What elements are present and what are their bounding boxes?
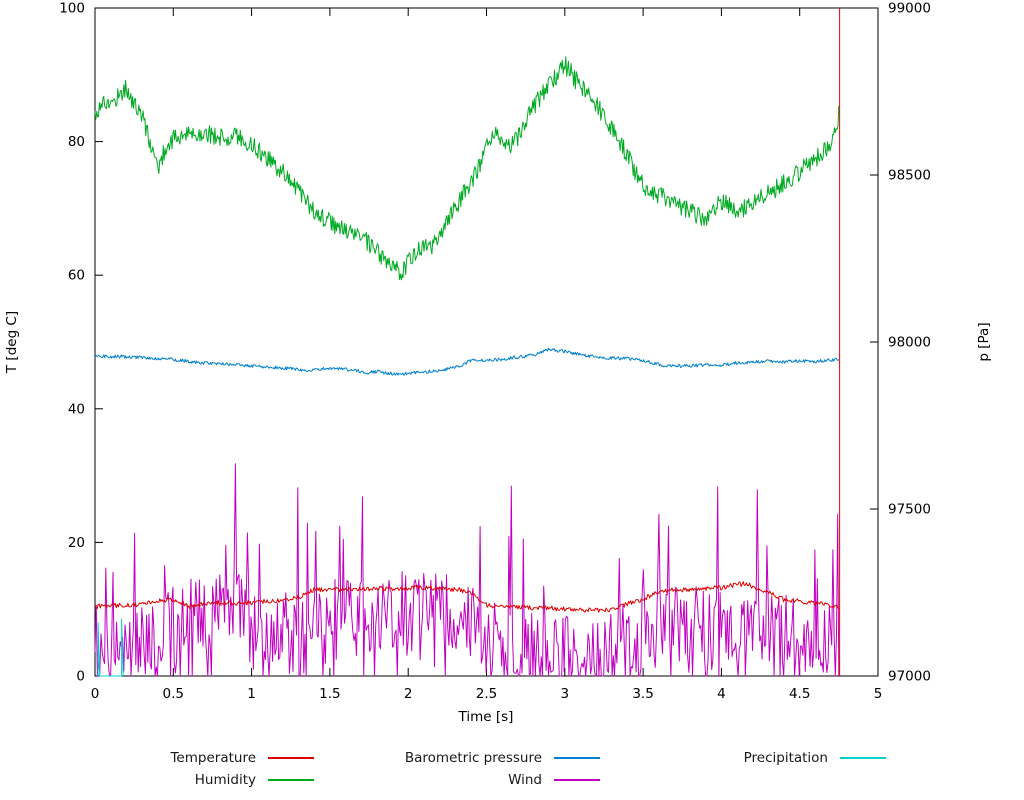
chart-svg: T [deg C] p [Pa] Time [s] 0 0.5 1 1.5 2 2.5 3 3…: [4, 1, 992, 726]
legend-item-temperature: Temperature: [28, 748, 314, 768]
x-tick-label: 3.5: [632, 686, 653, 702]
y2-tick-label: 97000: [888, 669, 931, 685]
y-tick-label: 40: [68, 401, 85, 417]
legend-label: Humidity: [194, 772, 256, 788]
x-axis-title: Time [s]: [458, 709, 514, 725]
y-tick-label: 20: [68, 535, 85, 551]
y2-tick-label: 98500: [888, 168, 931, 184]
legend-line-sample: [554, 779, 600, 781]
series-precipitation: [97, 618, 124, 677]
legend-line-sample: [268, 757, 314, 759]
y2-tick-label: 99000: [888, 1, 931, 17]
y2-tick-label: 98000: [888, 335, 931, 351]
x-tick-label: 1: [247, 686, 256, 702]
legend-label: Temperature: [170, 750, 256, 766]
x-tick-label: 0.5: [163, 686, 184, 702]
series-wind: [94, 463, 840, 677]
x-tick-label: 2.5: [476, 686, 497, 702]
x-tick-label: 2: [404, 686, 413, 702]
x-tick-label: 5: [874, 686, 883, 702]
y2-tick-label: 97500: [888, 502, 931, 518]
y-tick-label: 60: [68, 268, 85, 284]
legend-line-sample: [840, 757, 886, 759]
legend-item-wind: Wind: [314, 770, 600, 790]
legend-line-sample: [268, 779, 314, 781]
x-tick-label: 1.5: [319, 686, 340, 702]
y-tick-label: 100: [59, 1, 85, 17]
plot-border: [94, 7, 879, 677]
series-humidity: [94, 56, 840, 281]
series-temperature: [94, 581, 840, 613]
y2-axis-title: p [Pa]: [976, 322, 992, 361]
legend-item-precipitation: Precipitation: [600, 748, 886, 768]
x-tick-label: 4.5: [789, 686, 810, 702]
x-tick-label: 4: [717, 686, 726, 702]
series-barometric-pressure: [94, 347, 840, 376]
legend-label: Precipitation: [743, 750, 828, 766]
x-tick-label: 0: [91, 686, 100, 702]
x-tick-label: 3: [561, 686, 570, 702]
legend-item-humidity: Humidity: [28, 770, 314, 790]
legend-label: Wind: [508, 772, 542, 788]
y-axis-title: T [deg C]: [4, 311, 20, 374]
y-tick-label: 80: [68, 134, 85, 150]
chart-legend: Temperature Barometric pressure Precipitat…: [28, 748, 898, 790]
legend-label: Barometric pressure: [404, 750, 542, 766]
y-tick-label: 0: [76, 669, 85, 685]
legend-item-barometric-pressure: Barometric pressure: [314, 748, 600, 768]
legend-line-sample: [554, 757, 600, 759]
